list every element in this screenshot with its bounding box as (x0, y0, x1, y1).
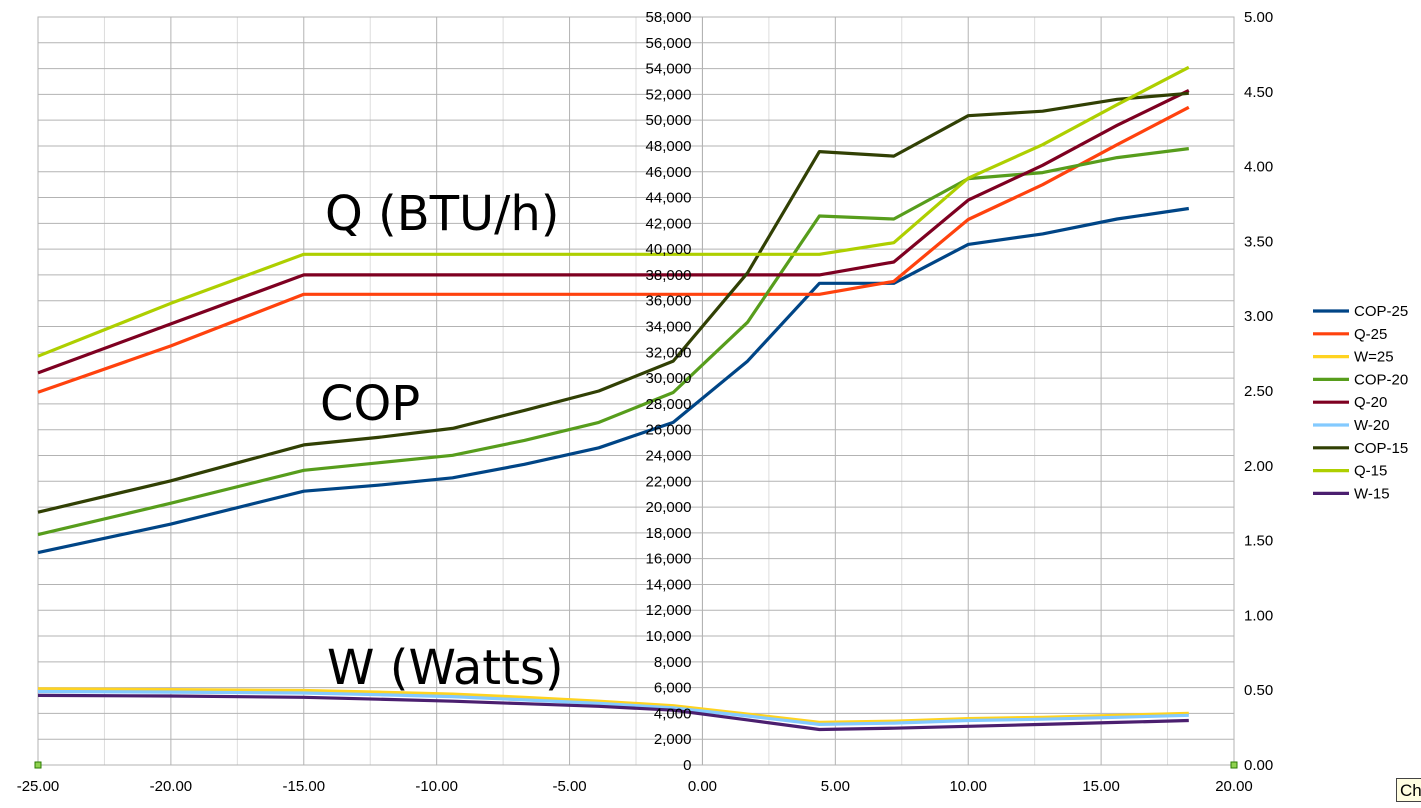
selection-handle[interactable] (1230, 761, 1238, 769)
x-tick-label: 15.00 (1082, 778, 1120, 795)
y-left-tick-label: 26,000 (646, 422, 692, 439)
series-line-cop-15 (37, 91, 1189, 514)
series-line-cop-25 (37, 206, 1190, 555)
y-left-tick-label: 54,000 (646, 61, 692, 78)
x-tick-label: 0.00 (688, 778, 717, 795)
y-left-tick-label: 38,000 (646, 267, 692, 284)
y-left-tick-label: 24,000 (646, 447, 692, 464)
y-left-tick-label: 28,000 (646, 396, 692, 413)
chart-annotations: Q (BTU/h) COP W (Watts) (320, 186, 564, 696)
y-left-tick-labels: 0 2,000 4,000 6,000 8,000 10,000 12,000 14,000 1… (646, 9, 692, 774)
legend-label: W-15 (1354, 485, 1390, 502)
y-right-tick-label: 0.00 (1244, 757, 1273, 774)
y-left-tick-label: 2,000 (654, 731, 692, 748)
x-tick-label: -25.00 (17, 778, 60, 795)
x-tick-label: 5.00 (821, 778, 850, 795)
y-left-tick-label: 48,000 (646, 138, 692, 155)
y-left-tick-label: 8,000 (654, 654, 692, 671)
selection-handle[interactable] (34, 761, 42, 769)
series-line-q-15 (37, 65, 1190, 358)
x-tick-labels: -25.00 -20.00 -15.00 -10.00 -5.00 0.00 5.00 10.… (17, 778, 1253, 795)
y-left-tick-label: 10,000 (646, 628, 692, 645)
series-line-w-25 (37, 687, 1189, 725)
legend-label: COP-15 (1354, 440, 1408, 457)
y-left-tick-label: 30,000 (646, 370, 692, 387)
x-tick-label: -10.00 (415, 778, 458, 795)
y-left-tick-label: 6,000 (654, 680, 692, 697)
corner-tab[interactable]: Ch (1396, 778, 1421, 802)
major-gridlines (37, 16, 1235, 766)
annotation-q: Q (BTU/h) (325, 186, 559, 242)
y-left-tick-label: 40,000 (646, 241, 692, 258)
y-left-tick-label: 34,000 (646, 319, 692, 336)
y-left-tick-label: 58,000 (646, 9, 692, 26)
legend-label: W-20 (1354, 417, 1390, 434)
legend-label: COP-25 (1354, 303, 1408, 320)
y-left-tick-label: 32,000 (646, 344, 692, 361)
y-left-tick-label: 56,000 (646, 35, 692, 52)
series-line-q-20 (37, 89, 1190, 375)
y-left-tick-label: 16,000 (646, 551, 692, 568)
series-line-q-25 (37, 105, 1190, 394)
y-right-tick-label: 4.50 (1244, 84, 1273, 101)
y-right-tick-label: 1.00 (1244, 607, 1273, 624)
y-left-tick-label: 14,000 (646, 576, 692, 593)
y-left-tick-label: 42,000 (646, 215, 692, 232)
legend-label: COP-20 (1354, 371, 1408, 388)
y-left-tick-label: 36,000 (646, 293, 692, 310)
y-right-tick-label: 3.00 (1244, 308, 1273, 325)
y-right-tick-label: 0.50 (1244, 682, 1273, 699)
y-left-tick-label: 46,000 (646, 164, 692, 181)
y-right-tick-label: 2.50 (1244, 383, 1273, 400)
x-tick-label: 20.00 (1215, 778, 1253, 795)
y-right-tick-labels: 0.00 0.50 1.00 1.50 2.00 2.50 3.00 3.50 4.00 4.50… (1244, 9, 1273, 774)
legend-label: Q-15 (1354, 463, 1387, 480)
series-line-w-15 (37, 693, 1189, 732)
x-tick-label: -5.00 (552, 778, 586, 795)
annotation-w: W (Watts) (327, 640, 564, 696)
series-line-cop-20 (37, 147, 1189, 537)
x-tick-label: -20.00 (150, 778, 193, 795)
legend: COP-25 Q-25 W=25 COP-20 Q-20 W-20 COP-15 Q-15 W-… (1313, 303, 1408, 502)
y-left-tick-label: 12,000 (646, 602, 692, 619)
y-right-tick-label: 3.50 (1244, 233, 1273, 250)
x-tick-label: 10.00 (949, 778, 987, 795)
legend-label: W=25 (1354, 349, 1394, 366)
x-tick-label: -15.00 (283, 778, 326, 795)
y-left-tick-label: 20,000 (646, 499, 692, 516)
series-line-w-20 (37, 689, 1189, 727)
legend-label: Q-20 (1354, 394, 1387, 411)
y-left-tick-label: 44,000 (646, 190, 692, 207)
y-right-tick-label: 5.00 (1244, 9, 1273, 26)
y-right-tick-label: 1.50 (1244, 533, 1273, 550)
legend-label: Q-25 (1354, 326, 1387, 343)
y-left-tick-label: 0 (683, 757, 691, 774)
annotation-cop: COP (320, 376, 420, 432)
minor-gridlines (103, 17, 1169, 765)
y-right-tick-label: 2.00 (1244, 458, 1273, 475)
selection-handles[interactable] (34, 761, 1238, 769)
series-lines (37, 65, 1190, 732)
y-right-tick-label: 4.00 (1244, 159, 1273, 176)
y-left-tick-label: 52,000 (646, 86, 692, 103)
y-left-tick-label: 22,000 (646, 473, 692, 490)
y-left-tick-label: 18,000 (646, 525, 692, 542)
y-left-tick-label: 50,000 (646, 112, 692, 129)
y-left-tick-label: 4,000 (654, 705, 692, 722)
